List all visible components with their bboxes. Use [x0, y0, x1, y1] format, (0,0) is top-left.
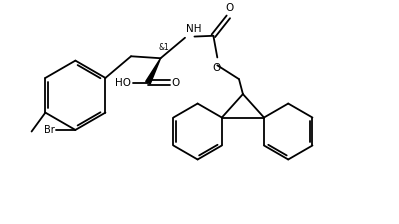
Text: O: O: [225, 3, 234, 13]
Text: O: O: [172, 78, 180, 88]
Text: Br: Br: [44, 125, 55, 135]
Text: O: O: [212, 63, 221, 73]
Text: NH: NH: [186, 24, 201, 34]
Text: &1: &1: [159, 43, 169, 52]
Text: HO: HO: [115, 78, 131, 88]
Polygon shape: [146, 58, 160, 84]
